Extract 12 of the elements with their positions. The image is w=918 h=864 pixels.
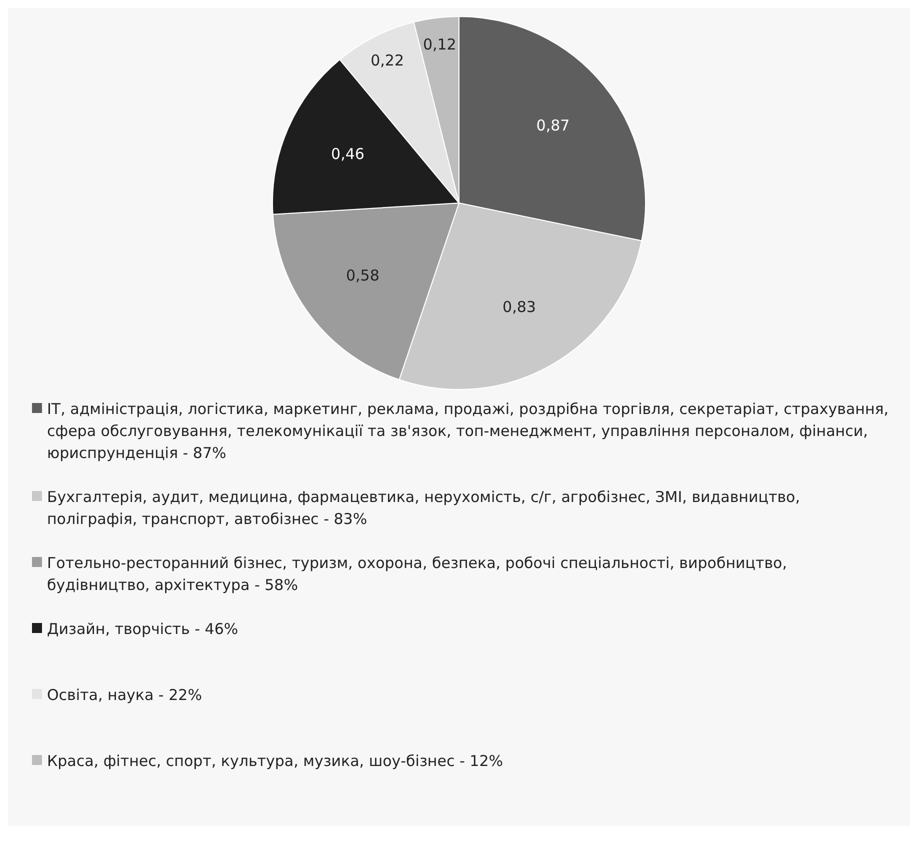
legend-label: Бухгалтерія, аудит, медицина, фармацевтика, нерухомість, с/г, агробізнес, ЗМІ, видавництво, поліграфія, транспорт, автобізнес - 83%: [47, 487, 801, 530]
data-label: 0,87: [536, 116, 570, 134]
legend-label: Готельно-ресторанний бізнес, туризм, охорона, безпека, робочі спеціальності, виробництво, будівництво, архітектура - 58%: [47, 553, 788, 596]
data-label: 0,22: [370, 51, 404, 70]
legend-label: IT, адміністрація, логістика, маркетинг, реклама, продажі, роздрібна торгівля, секретаріат, страхування, сфера обслуговування, телекомунікації та зв'язок, топ-менеджмент, управління персоналом, фінанси, юриспрунденція - 87%: [47, 399, 890, 464]
data-label: 0,83: [502, 298, 536, 316]
data-label: 0,12: [422, 36, 456, 54]
legend-label: Освіта, наука - 22%: [47, 685, 202, 706]
data-label: 0,46: [331, 144, 364, 163]
legend-label: Краса, фітнес, спорт, культура, музика, шоу-бізнес - 12%: [47, 751, 504, 772]
legend-label: Дизайн, творчість - 46%: [47, 619, 238, 640]
data-label: 0,58: [346, 266, 380, 285]
